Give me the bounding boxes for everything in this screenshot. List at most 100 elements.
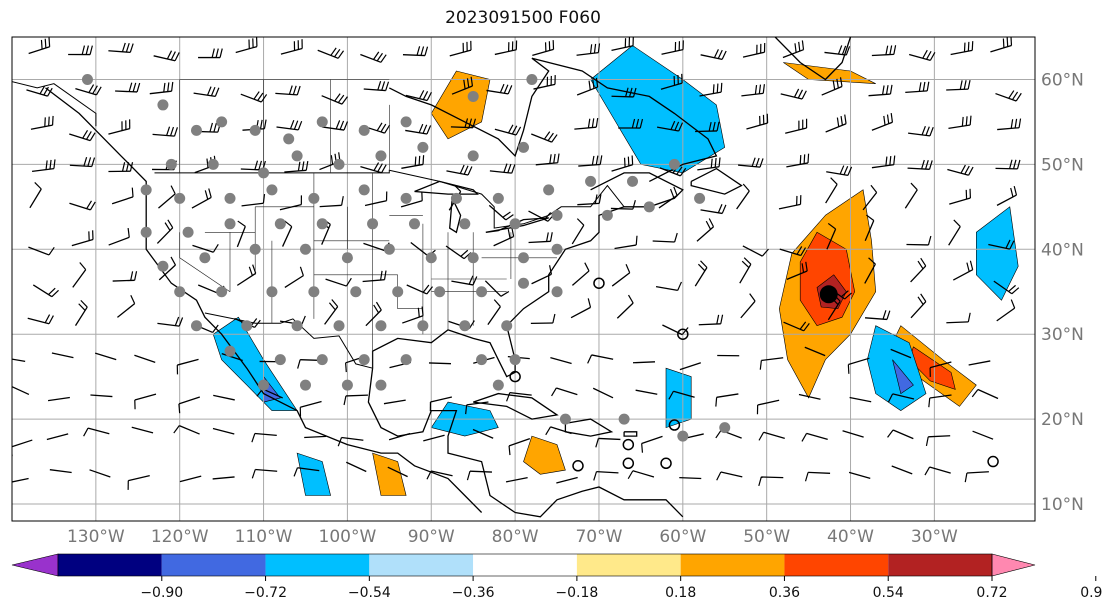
- wind-barb: [699, 82, 723, 97]
- barb-feather: [1014, 118, 1018, 129]
- barb-feather: [507, 124, 514, 134]
- colorbar-segment: [473, 554, 577, 576]
- longitude-label: 120°W: [151, 527, 209, 547]
- wind-barb: [578, 155, 603, 167]
- barb-feather: [715, 397, 718, 407]
- barb-shaft: [179, 425, 200, 435]
- wind-barb: [715, 393, 739, 407]
- barb-feather: [208, 188, 212, 198]
- barb-feather: [334, 48, 341, 58]
- barb-feather: [136, 82, 141, 93]
- wind-barb: [486, 83, 513, 95]
- barb-feather: [0, 358, 3, 366]
- wind-barb: [545, 426, 572, 436]
- station-dot: [417, 141, 429, 153]
- barb-feather: [86, 200, 92, 210]
- barb-feather: [468, 320, 475, 329]
- barb-feather: [507, 85, 513, 95]
- barb-feather: [929, 126, 934, 137]
- wind-barb: [451, 275, 478, 286]
- barb-feather: [299, 266, 304, 276]
- barb-feather: [301, 315, 306, 325]
- barb-feather: [206, 86, 212, 96]
- barb-feather: [700, 260, 708, 268]
- barb-feather: [83, 156, 88, 167]
- barb-feather: [345, 362, 347, 373]
- wind-barb: [72, 262, 87, 288]
- station-dot: [199, 252, 211, 264]
- barb-feather: [959, 80, 963, 90]
- barb-feather: [426, 91, 432, 101]
- barb-shaft: [571, 224, 585, 245]
- wind-barb: [804, 471, 831, 482]
- barb-shaft: [929, 361, 952, 369]
- barb-feather: [503, 163, 508, 173]
- barb-feather: [339, 120, 345, 130]
- wind-barb: [786, 153, 810, 168]
- barb-shaft: [400, 200, 423, 208]
- wind-barb: [402, 46, 429, 57]
- longitude-label: 50°W: [743, 527, 790, 547]
- barb-feather: [793, 88, 800, 98]
- barb-feather: [88, 84, 95, 93]
- barb-feather: [925, 436, 929, 447]
- barb-feather: [715, 429, 722, 439]
- wind-barb: [550, 356, 572, 365]
- barb-feather: [961, 116, 964, 127]
- barb-feather: [922, 49, 928, 59]
- barb-shaft: [966, 471, 989, 474]
- barb-feather: [551, 387, 557, 397]
- barb-feather: [1010, 37, 1013, 46]
- barb-feather: [420, 46, 425, 56]
- barb-feather: [511, 164, 516, 174]
- wind-barb: [779, 246, 807, 257]
- barb-feather: [507, 228, 511, 239]
- barb-feather: [889, 156, 892, 166]
- barb-feather: [670, 120, 676, 130]
- barb-feather: [248, 266, 253, 276]
- barb-shaft: [614, 244, 637, 250]
- barb-feather: [47, 87, 53, 97]
- barb-feather: [553, 153, 556, 164]
- barb-shaft: [108, 236, 130, 246]
- barb-feather: [794, 43, 797, 53]
- barb-feather: [502, 211, 511, 218]
- barb-feather: [837, 45, 843, 55]
- barb-feather: [81, 45, 86, 55]
- barb-feather: [551, 134, 558, 143]
- station-dot: [425, 252, 437, 264]
- barb-feather: [43, 86, 49, 96]
- station-dot: [182, 226, 194, 238]
- station-dot: [467, 150, 479, 162]
- barb-feather: [631, 118, 636, 129]
- wind-barb: [595, 437, 621, 448]
- wind-barb: [362, 270, 387, 283]
- wind-barb: [783, 321, 810, 332]
- wind-barb: [94, 352, 117, 361]
- barb-feather: [593, 471, 598, 481]
- wind-barb: [574, 117, 599, 130]
- wind-barb: [871, 113, 894, 131]
- wind-barb: [405, 123, 432, 135]
- north-atlantic-orange: [783, 62, 876, 84]
- longitude-label: 130°W: [67, 527, 125, 547]
- barb-feather: [758, 476, 762, 487]
- station-dot: [224, 218, 236, 230]
- wind-barb: [887, 429, 914, 440]
- barb-feather: [219, 48, 223, 58]
- latitude-label: 60°N: [1041, 70, 1084, 90]
- barb-feather: [305, 161, 309, 171]
- barb-shaft: [428, 362, 451, 365]
- barb-feather: [910, 182, 918, 191]
- wind-barb: [700, 204, 727, 215]
- barb-feather: [44, 314, 51, 324]
- wind-barb: [990, 37, 1013, 53]
- barb-feather: [95, 86, 102, 96]
- wind-barb: [571, 218, 585, 245]
- station-dot: [157, 260, 169, 272]
- barb-feather: [1018, 118, 1022, 128]
- wind-barb: [660, 73, 683, 90]
- barb-feather: [92, 85, 98, 95]
- station-dot: [341, 379, 353, 391]
- barb-feather: [893, 155, 896, 165]
